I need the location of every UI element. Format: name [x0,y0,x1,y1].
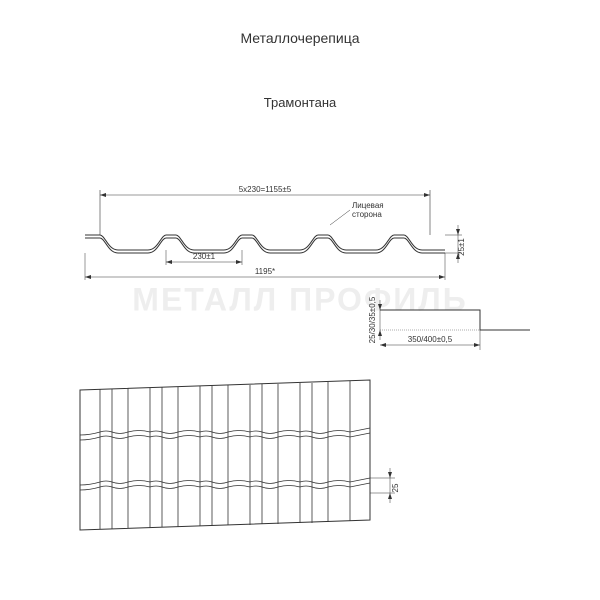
face-label-1: Лицевая [352,201,384,210]
product-subtitle: Трамонтана [264,95,336,110]
step-detail: 25/30/35±0,5 350/400±0,5 [368,296,530,350]
cross-section-profile: 5х230=1155±5 Лицевая сторона 230±1 1195*… [85,185,466,280]
module-dimension: 230±1 [193,252,216,261]
total-width-dimension: 1195* [255,267,275,276]
isometric-panel: 25 [80,380,400,530]
step-h-dimension: 350/400±0,5 [408,335,453,344]
iso-step-dimension: 25 [391,483,400,492]
face-label-2: сторона [352,210,382,219]
top-dimension: 5х230=1155±5 [239,185,292,194]
technical-drawing: 5х230=1155±5 Лицевая сторона 230±1 1195*… [50,180,550,560]
step-v-dimension: 25/30/35±0,5 [368,296,377,343]
page-title: Металлочерепица [240,30,359,46]
height-dimension: 25±1 [457,238,466,256]
